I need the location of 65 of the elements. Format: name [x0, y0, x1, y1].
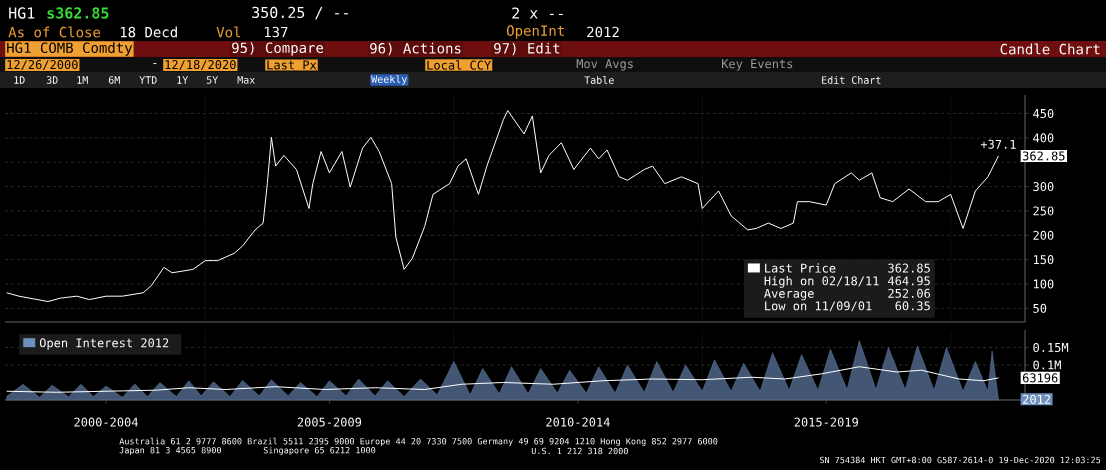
annotation: 464.95	[888, 276, 930, 286]
y-tick-label: 450	[1033, 108, 1054, 119]
y-tick-label: 400	[1033, 133, 1054, 143]
x-tick-label: 2010-2014	[546, 417, 610, 427]
y-tick-label: 50	[1033, 303, 1047, 313]
annotation: High on 02/18/11	[764, 276, 879, 288]
text: HG1	[9, 7, 35, 19]
y-tick-label: 0.1M	[1033, 360, 1061, 370]
text: Candle Chart	[1000, 43, 1100, 55]
y-tick-label: 200	[1033, 230, 1054, 240]
y-tick-label: 250	[1033, 206, 1054, 216]
x-tick-label: 2005-2009	[297, 417, 362, 427]
annotation: 60.35	[895, 301, 930, 311]
text: -	[153, 63, 157, 65]
text: YTD	[139, 76, 157, 84]
text: Open Interest 2012	[39, 338, 169, 350]
x-tick-label: 2000-2004	[74, 417, 138, 427]
annotation: Low on 11/09/01	[765, 301, 872, 312]
text: Local CCY	[427, 60, 492, 70]
y-tick-label: 150	[1033, 255, 1054, 265]
y-tick-label: 300	[1033, 182, 1054, 192]
text: 1D	[14, 76, 25, 84]
text: Japan 81 3 4565 8900	[119, 446, 221, 456]
text: Mov Avgs	[576, 59, 633, 71]
text: 18 Decd	[120, 26, 177, 38]
annotation: +37.1	[980, 139, 1016, 149]
annotation: 362.85	[888, 263, 930, 273]
text: Last Px	[267, 60, 317, 70]
annotation: 2012	[1023, 394, 1051, 404]
legend-label: Last Price	[765, 263, 836, 273]
text: 1M	[77, 76, 88, 84]
text: Max	[237, 76, 255, 84]
text: As of Close	[8, 26, 101, 38]
text: 12/18/2020	[165, 59, 236, 71]
annotation: Average	[764, 288, 814, 301]
y-tick-label: 100	[1033, 279, 1054, 289]
text: HG1 COMB Comdty	[7, 42, 133, 56]
text: OpenInt	[507, 25, 564, 39]
text: 5Y	[206, 76, 219, 84]
text: U.S. 1 212 318 2000	[531, 447, 628, 455]
text: 350.25 / --	[252, 6, 348, 20]
text: s362.85	[47, 7, 109, 19]
text: Edit Chart	[822, 76, 881, 84]
text: 12/26/2000	[7, 59, 78, 71]
text: 2 x --	[512, 7, 563, 19]
text: Key Events	[722, 59, 793, 71]
text: 97) Edit	[494, 42, 560, 56]
text: 95) Compare	[232, 42, 324, 56]
text: Weekly	[371, 75, 407, 85]
text: Table	[584, 76, 614, 84]
text: 6M	[108, 76, 120, 84]
annotation: 63196	[1022, 373, 1058, 383]
annotation: 252.06	[888, 288, 931, 298]
text: Vol	[216, 26, 241, 38]
text: 137	[264, 26, 288, 38]
x-tick-label: 2015-2019	[794, 417, 858, 427]
text: 96) Actions	[370, 42, 461, 56]
annotation: 362.85	[1022, 151, 1065, 161]
text: Australia 61 2 9777 8600 Brazil 5511 2395 9000 Europe 44 20 7330 7500 Germany 49 69 9204 1210 Hong Kong 852 2977 6000	[119, 437, 718, 447]
text: Singapore 65 6212 1000	[263, 446, 376, 456]
text: 2012	[587, 26, 619, 38]
text: 3D	[46, 76, 58, 84]
y-tick-label: 0.15M	[1033, 342, 1069, 353]
text: SN 754384 HKT GMT+8:00 G587-2614-0 19-Dec-2020 12:03:25	[819, 456, 1101, 464]
text: 1Y	[177, 76, 189, 84]
